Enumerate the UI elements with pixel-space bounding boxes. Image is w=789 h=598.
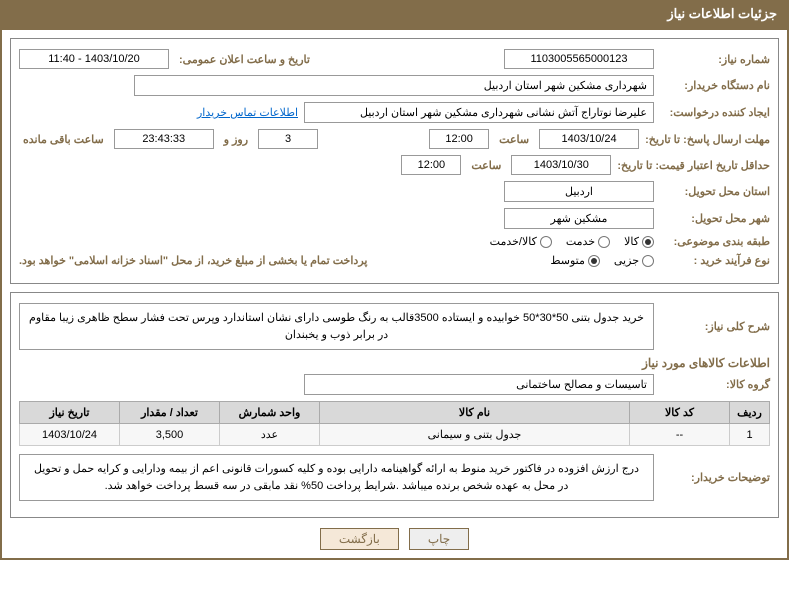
value-announce-date: 1403/10/20 - 11:40 bbox=[19, 49, 169, 69]
label-subject-class: طبقه بندی موضوعی: bbox=[660, 235, 770, 248]
label-requester: ایجاد کننده درخواست: bbox=[660, 106, 770, 119]
row-buyer-notes: توضیحات خریدار: درج ارزش افزوده در فاکتو… bbox=[19, 454, 770, 501]
row-validity: حداقل تاریخ اعتبار قیمت: تا تاریخ: 1403/… bbox=[19, 155, 770, 175]
radio-purchase-minor[interactable]: جزیی bbox=[614, 254, 654, 267]
back-button[interactable]: بازگشت bbox=[320, 528, 399, 550]
page-header: جزئیات اطلاعات نیاز bbox=[0, 0, 789, 28]
radio-purchase-medium[interactable]: متوسط bbox=[550, 254, 600, 267]
value-need-number: 1103005565000123 bbox=[504, 49, 654, 69]
label-need-number: شماره نیاز: bbox=[660, 53, 770, 66]
value-days-remaining: 3 bbox=[258, 129, 318, 149]
desc-section: شرح کلی نیاز: خرید جدول بتنی 50*30*50 خو… bbox=[10, 292, 779, 518]
label-hour-2: ساعت bbox=[467, 159, 505, 172]
label-overall-desc: شرح کلی نیاز: bbox=[660, 320, 770, 333]
value-province: اردبیل bbox=[504, 181, 654, 202]
td-name: جدول بتنی و سیمانی bbox=[320, 424, 630, 446]
radio-dot-icon bbox=[540, 236, 552, 248]
td-code: -- bbox=[630, 424, 730, 446]
value-buyer-notes: درج ارزش افزوده در فاکتور خرید منوط به ا… bbox=[19, 454, 654, 501]
value-validity-date: 1403/10/30 bbox=[511, 155, 611, 175]
label-goods-group: گروه کالا: bbox=[660, 378, 770, 391]
label-province: استان محل تحویل: bbox=[660, 185, 770, 198]
radio-subject-goods[interactable]: کالا bbox=[624, 235, 654, 248]
section-title-goods: اطلاعات کالاهای مورد نیاز bbox=[19, 356, 770, 370]
label-city: شهر محل تحویل: bbox=[660, 212, 770, 225]
row-need-number: شماره نیاز: 1103005565000123 تاریخ و ساع… bbox=[19, 49, 770, 69]
radio-dot-icon bbox=[598, 236, 610, 248]
radio-group-purchase: جزیی متوسط bbox=[550, 254, 654, 267]
value-response-hour: 12:00 bbox=[429, 129, 489, 149]
label-announce-date: تاریخ و ساعت اعلان عمومی: bbox=[175, 53, 314, 66]
value-validity-hour: 12:00 bbox=[401, 155, 461, 175]
row-overall-desc: شرح کلی نیاز: خرید جدول بتنی 50*30*50 خو… bbox=[19, 303, 770, 350]
value-goods-group: تاسیسات و مصالح ساختمانی bbox=[304, 374, 654, 395]
details-section: شماره نیاز: 1103005565000123 تاریخ و ساع… bbox=[10, 38, 779, 284]
value-overall-desc: خرید جدول بتنی 50*30*50 خوابیده و ایستاد… bbox=[19, 303, 654, 350]
payment-note: پرداخت تمام یا بخشی از مبلغ خرید، از محل… bbox=[19, 254, 367, 267]
value-time-remaining: 23:43:33 bbox=[114, 129, 214, 149]
value-buyer-org: شهرداری مشکین شهر استان اردبیل bbox=[134, 75, 654, 96]
goods-table: ردیف کد کالا نام کالا واحد شمارش تعداد /… bbox=[19, 401, 770, 446]
row-requester: ایجاد کننده درخواست: علیرضا نوتاراج آتش … bbox=[19, 102, 770, 123]
row-city: شهر محل تحویل: مشکین شهر bbox=[19, 208, 770, 229]
radio-subject-both[interactable]: کالا/خدمت bbox=[490, 235, 552, 248]
link-buyer-contact[interactable]: اطلاعات تماس خریدار bbox=[197, 106, 298, 119]
td-date: 1403/10/24 bbox=[20, 424, 120, 446]
print-button[interactable]: چاپ bbox=[409, 528, 469, 550]
row-response-deadline: مهلت ارسال پاسخ: تا تاریخ: 1403/10/24 سا… bbox=[19, 129, 770, 149]
label-days-and: روز و bbox=[220, 133, 252, 146]
td-unit: عدد bbox=[220, 424, 320, 446]
th-name: نام کالا bbox=[320, 402, 630, 424]
label-buyer-org: نام دستگاه خریدار: bbox=[660, 79, 770, 92]
td-row: 1 bbox=[730, 424, 770, 446]
value-city: مشکین شهر bbox=[504, 208, 654, 229]
main-frame: شماره نیاز: 1103005565000123 تاریخ و ساع… bbox=[0, 28, 789, 560]
buttons-row: چاپ بازگشت bbox=[10, 528, 779, 550]
radio-dot-icon bbox=[642, 236, 654, 248]
th-unit: واحد شمارش bbox=[220, 402, 320, 424]
th-row: ردیف bbox=[730, 402, 770, 424]
radio-dot-icon bbox=[588, 255, 600, 267]
row-purchase-type: نوع فرآیند خرید : جزیی متوسط پرداخت تمام… bbox=[19, 254, 770, 267]
table-header-row: ردیف کد کالا نام کالا واحد شمارش تعداد /… bbox=[20, 402, 770, 424]
radio-subject-service[interactable]: خدمت bbox=[566, 235, 610, 248]
label-purchase-type: نوع فرآیند خرید : bbox=[660, 254, 770, 267]
th-qty: تعداد / مقدار bbox=[120, 402, 220, 424]
row-goods-group: گروه کالا: تاسیسات و مصالح ساختمانی bbox=[19, 374, 770, 395]
value-response-date: 1403/10/24 bbox=[539, 129, 639, 149]
radio-group-subject: کالا خدمت کالا/خدمت bbox=[490, 235, 654, 248]
th-code: کد کالا bbox=[630, 402, 730, 424]
label-hour-1: ساعت bbox=[495, 133, 533, 146]
label-remaining: ساعت باقی مانده bbox=[19, 133, 108, 146]
row-subject-class: طبقه بندی موضوعی: کالا خدمت کالا/خدمت bbox=[19, 235, 770, 248]
td-qty: 3,500 bbox=[120, 424, 220, 446]
radio-dot-icon bbox=[642, 255, 654, 267]
page-title: جزئیات اطلاعات نیاز bbox=[667, 6, 777, 21]
label-buyer-notes: توضیحات خریدار: bbox=[660, 471, 770, 484]
table-row: 1 -- جدول بتنی و سیمانی عدد 3,500 1403/1… bbox=[20, 424, 770, 446]
row-province: استان محل تحویل: اردبیل bbox=[19, 181, 770, 202]
row-buyer-org: نام دستگاه خریدار: شهرداری مشکین شهر است… bbox=[19, 75, 770, 96]
th-date: تاریخ نیاز bbox=[20, 402, 120, 424]
label-response-deadline: مهلت ارسال پاسخ: تا تاریخ: bbox=[645, 133, 770, 146]
value-requester: علیرضا نوتاراج آتش نشانی شهرداری مشکین ش… bbox=[304, 102, 654, 123]
label-validity: حداقل تاریخ اعتبار قیمت: تا تاریخ: bbox=[617, 159, 770, 172]
